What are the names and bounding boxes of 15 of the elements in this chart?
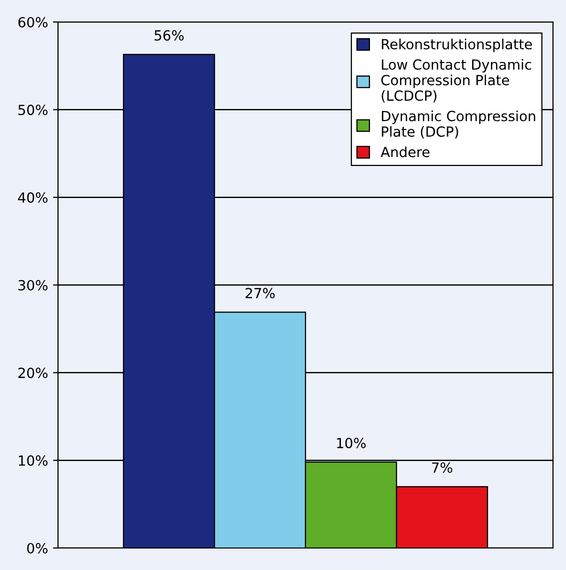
legend-label: Dynamic Compression Plate (DCP): [382, 110, 536, 138]
data-label: 27%: [246, 288, 275, 298]
legend-label: Rekonstruktionsplatte: [382, 38, 532, 52]
y-tick-label: 50%: [18, 104, 48, 116]
y-tick-label: 40%: [18, 192, 48, 203]
data-label: 56%: [154, 30, 184, 41]
data-label: 7%: [432, 462, 452, 473]
y-tick-label: 0%: [27, 542, 48, 554]
y-tick-label: 20%: [18, 368, 48, 378]
y-tick-label: 30%: [18, 280, 48, 290]
y-tick-label: 60%: [18, 16, 48, 28]
legend-label: Andere: [380, 146, 430, 158]
data-label: 10%: [337, 438, 366, 448]
y-tick-label: 10%: [18, 455, 48, 466]
legend-label: Low Contact Dynamic Compression Plate (LCDCP): [381, 59, 532, 103]
